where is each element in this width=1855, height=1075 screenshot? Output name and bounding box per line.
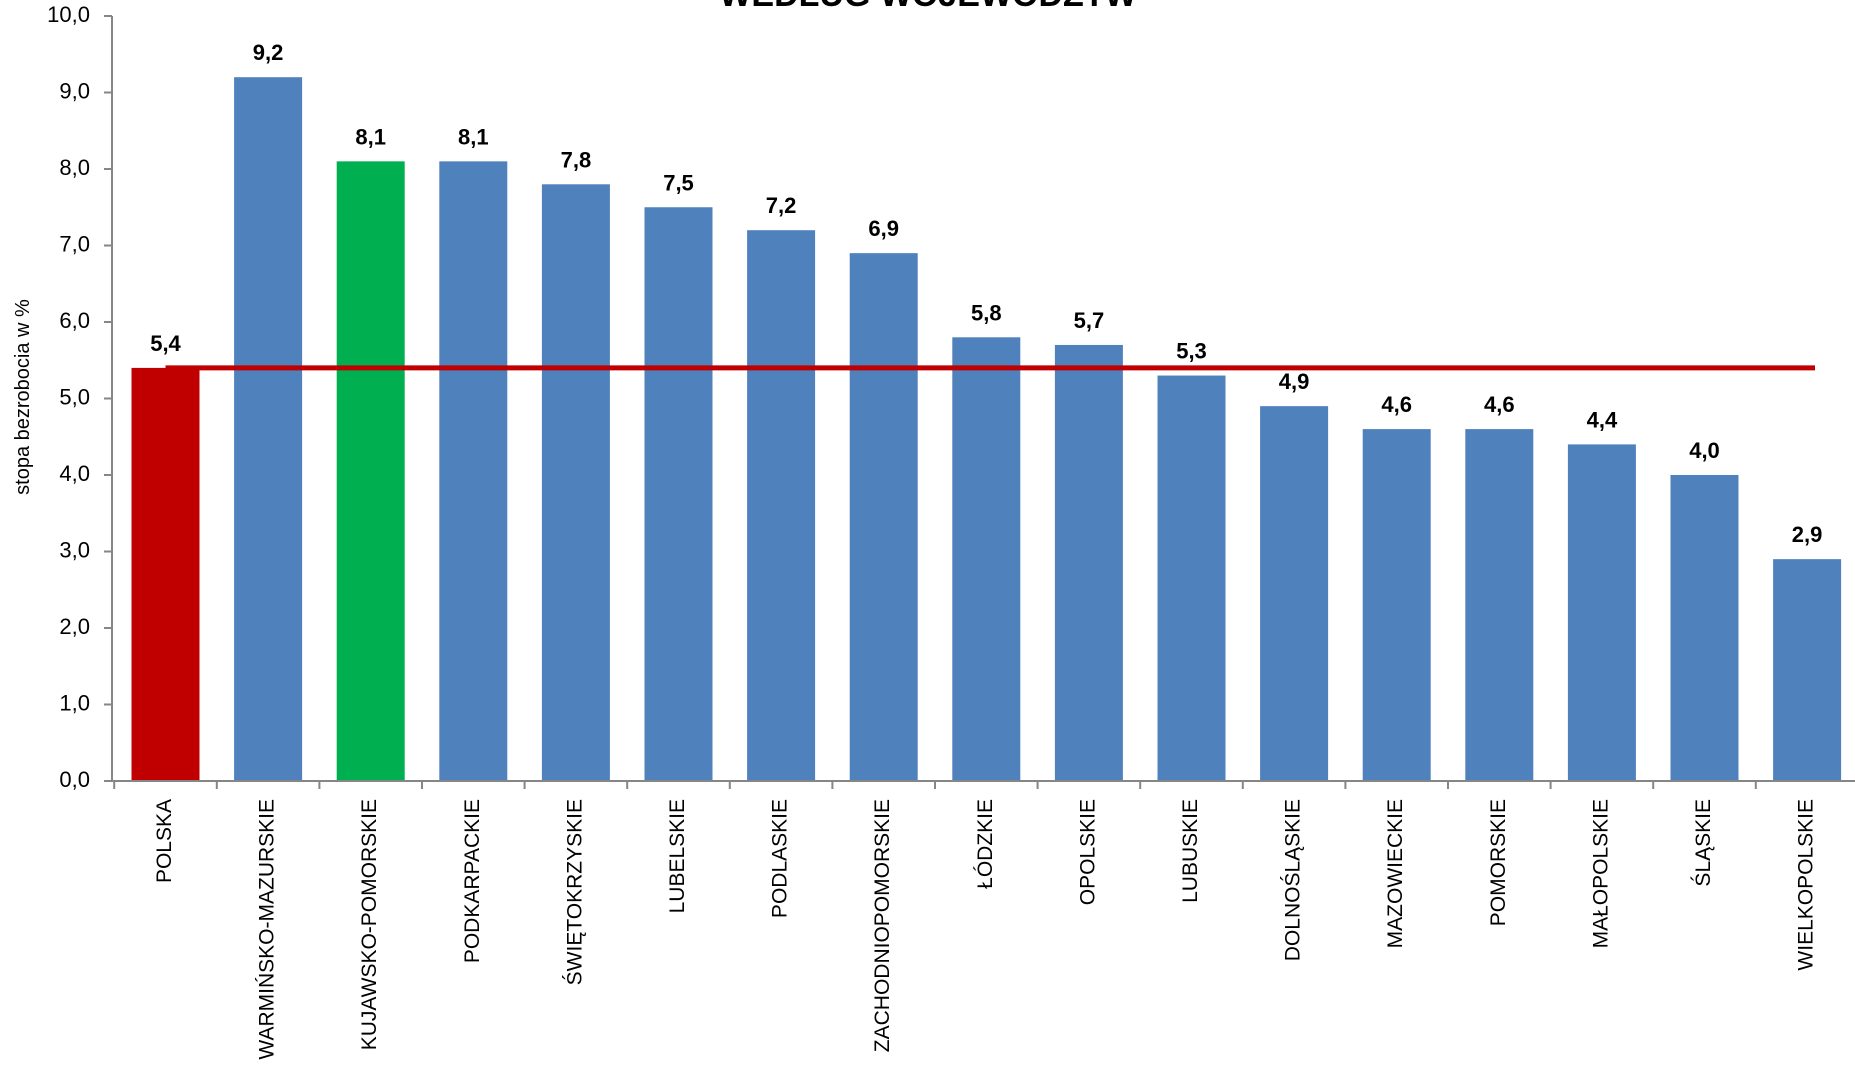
bar bbox=[644, 207, 713, 781]
x-tick-label: POLSKA bbox=[153, 799, 176, 883]
data-label: 7,5 bbox=[663, 170, 694, 195]
data-label: 8,1 bbox=[458, 124, 489, 149]
bar bbox=[1670, 475, 1739, 781]
data-label: 6,9 bbox=[868, 216, 899, 241]
x-tick-label: LUBUSKIE bbox=[1179, 799, 1202, 903]
bar bbox=[747, 230, 816, 781]
x-tick-label: OPOLSKIE bbox=[1076, 799, 1099, 905]
data-label: 7,8 bbox=[561, 147, 592, 172]
y-ticks-group: 0,0 1,0 2,0 3,0 4,0 5,0 6,0 7,0 8,0 9,0 10,0 bbox=[47, 2, 112, 792]
bar bbox=[1773, 559, 1842, 781]
y-tick-label: 8,0 bbox=[59, 155, 90, 180]
x-tick-label: ZACHODNIOPOMORSKIE bbox=[871, 799, 894, 1052]
y-tick-label: 0,0 bbox=[59, 767, 90, 792]
data-label: 4,4 bbox=[1587, 407, 1618, 432]
bar bbox=[849, 253, 918, 781]
y-tick-label: 6,0 bbox=[59, 308, 90, 333]
x-tick-label: MAZOWIECKIE bbox=[1384, 799, 1407, 948]
bar bbox=[1157, 375, 1226, 781]
bar bbox=[952, 337, 1021, 781]
x-tick-label: LUBELSKIE bbox=[666, 799, 689, 913]
y-tick-label: 7,0 bbox=[59, 231, 90, 256]
x-tick-label: ŚLĄSKIE bbox=[1691, 799, 1715, 887]
y-tick-label: 5,0 bbox=[59, 384, 90, 409]
bar bbox=[439, 161, 508, 782]
y-tick-label: 9,0 bbox=[59, 78, 90, 103]
x-tick-label: WARMIŃSKO-MAZURSKIE bbox=[256, 799, 279, 1060]
bar bbox=[1465, 429, 1534, 781]
data-label: 4,6 bbox=[1381, 392, 1412, 417]
x-tick-label: DOLNOŚLĄSKIE bbox=[1281, 799, 1305, 961]
x-tick-label: MAŁOPOLSKIE bbox=[1589, 799, 1612, 948]
bar bbox=[1260, 406, 1329, 781]
data-label: 7,2 bbox=[766, 193, 797, 218]
chart-title: WEDŁUG WOJEWÓDZTW bbox=[719, 0, 1137, 14]
y-tick-label: 1,0 bbox=[59, 690, 90, 715]
bar bbox=[541, 184, 610, 782]
data-label: 4,9 bbox=[1279, 369, 1310, 394]
bars-group bbox=[131, 77, 1842, 782]
x-tick-label: ŁÓDZKIE bbox=[974, 799, 997, 889]
bar bbox=[131, 367, 200, 781]
x-tick-label: PODLASKIE bbox=[769, 799, 792, 918]
x-tick-label: PODKARPACKIE bbox=[461, 799, 484, 963]
data-label: 8,1 bbox=[355, 124, 386, 149]
bar bbox=[336, 161, 405, 782]
data-label: 4,6 bbox=[1484, 392, 1515, 417]
data-label: 5,3 bbox=[1176, 339, 1207, 364]
x-tick-label: ŚWIĘTOKRZYSKIE bbox=[562, 799, 586, 985]
y-tick-label: 4,0 bbox=[59, 461, 90, 486]
y-tick-label: 10,0 bbox=[47, 2, 90, 27]
data-label: 4,0 bbox=[1689, 438, 1720, 463]
data-label: 9,2 bbox=[253, 40, 284, 65]
y-tick-label: 3,0 bbox=[59, 537, 90, 562]
x-ticks-group: POLSKA WARMIŃSKO-MAZURSKIE KUJAWSKO-POMORS… bbox=[113, 781, 1818, 1060]
bar bbox=[1567, 444, 1636, 781]
data-labels-group: 5,4 9,2 8,1 8,1 7,8 7,5 7,2 6,9 5,8 5,7 5,3 4,9 4,6 4… bbox=[150, 40, 1822, 547]
bar bbox=[1054, 344, 1123, 781]
data-label: 2,9 bbox=[1792, 522, 1823, 547]
data-label: 5,7 bbox=[1074, 308, 1105, 333]
data-label: 5,8 bbox=[971, 300, 1002, 325]
bar bbox=[234, 77, 303, 781]
x-tick-label: WIELKOPOLSKIE bbox=[1795, 799, 1818, 971]
bar bbox=[1362, 429, 1431, 781]
data-label: 5,4 bbox=[150, 331, 181, 356]
y-tick-label: 2,0 bbox=[59, 614, 90, 639]
y-axis-label: stopa bezrobocia w % bbox=[12, 299, 34, 495]
x-tick-label: KUJAWSKO-POMORSKIE bbox=[358, 799, 381, 1050]
x-tick-label: POMORSKIE bbox=[1487, 799, 1510, 926]
